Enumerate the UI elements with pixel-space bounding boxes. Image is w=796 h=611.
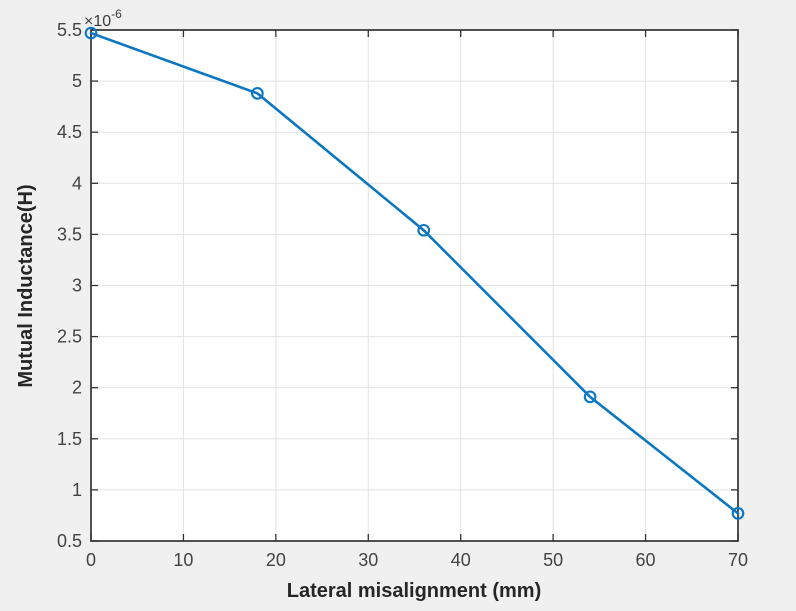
data-point-marker [417, 223, 431, 237]
data-point-marker [731, 507, 745, 520]
x-tick-label: 60 [636, 550, 656, 570]
exponent-superscript-text: -6 [111, 7, 122, 21]
data-point-marker [251, 87, 264, 100]
x-tick-label: 70 [728, 550, 748, 570]
y-tick-label: 2 [72, 378, 82, 398]
data-point-marker [84, 26, 98, 40]
x-tick-label: 20 [266, 550, 286, 570]
y-tick-label: 4 [72, 173, 82, 193]
y-tick-label: 0.5 [57, 531, 82, 551]
y-tick-label: 1 [72, 480, 82, 500]
exponent-base-text: ×10 [84, 13, 111, 30]
data-line [89, 31, 740, 515]
x-tick-label: 10 [173, 550, 193, 570]
x-tick-label: 40 [451, 550, 471, 570]
y-tick-label: 3 [72, 276, 82, 296]
plot-area: 0 10 20 30 40 50 60 70 0.5 1 1.5 2 2.5 3 3.5 4 4.5 5 5.5 [57, 20, 748, 570]
data-point-marker [583, 390, 597, 404]
y-axis-exponent-label: ×10-6 [84, 7, 122, 30]
x-axis-label: Lateral misalignment (mm) [287, 580, 542, 602]
x-tick-label: 0 [86, 550, 96, 570]
y-tick-label: 1.5 [57, 429, 82, 449]
x-tick-label: 30 [358, 550, 378, 570]
x-tick-label: 50 [543, 550, 563, 570]
y-tick-label: 5 [72, 71, 82, 91]
y-tick-label: 3.5 [57, 224, 82, 244]
y-tick-label: 4.5 [57, 122, 82, 142]
y-axis-label: Mutual Inductance(H) [15, 184, 37, 387]
y-tick-label: 5.5 [57, 20, 82, 40]
y-tick-label: 2.5 [57, 327, 82, 347]
